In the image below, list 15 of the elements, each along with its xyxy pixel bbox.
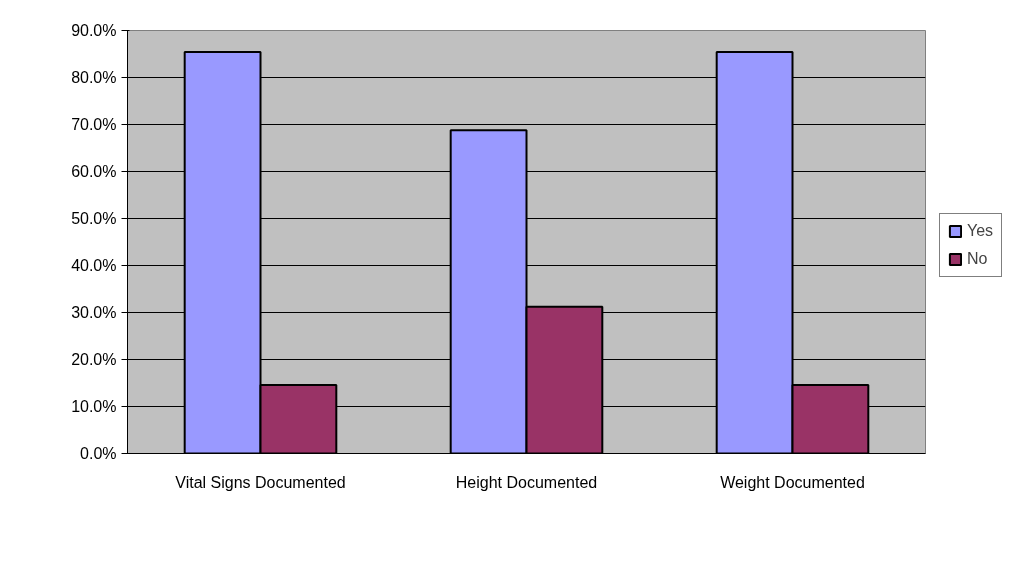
- y-tick-label: 30.0%: [71, 304, 117, 321]
- legend-label: No: [967, 250, 988, 268]
- y-tick-label: 0.0%: [80, 445, 117, 462]
- legend-label: Yes: [967, 222, 994, 240]
- y-tick-label: 70.0%: [71, 116, 117, 133]
- y-tick-label: 10.0%: [71, 398, 117, 415]
- y-tick-label: 50.0%: [71, 210, 117, 227]
- x-tick-label: Weight Documented: [720, 473, 865, 491]
- y-tick-label: 60.0%: [71, 163, 117, 180]
- x-tick-label: Vital Signs Documented: [175, 473, 346, 491]
- x-tick-label: Height Documented: [455, 473, 598, 491]
- y-tick-label: 40.0%: [71, 257, 117, 274]
- y-tick-label: 80.0%: [71, 69, 117, 86]
- y-tick-label: 20.0%: [71, 351, 117, 368]
- y-tick-label: 90.0%: [71, 22, 117, 39]
